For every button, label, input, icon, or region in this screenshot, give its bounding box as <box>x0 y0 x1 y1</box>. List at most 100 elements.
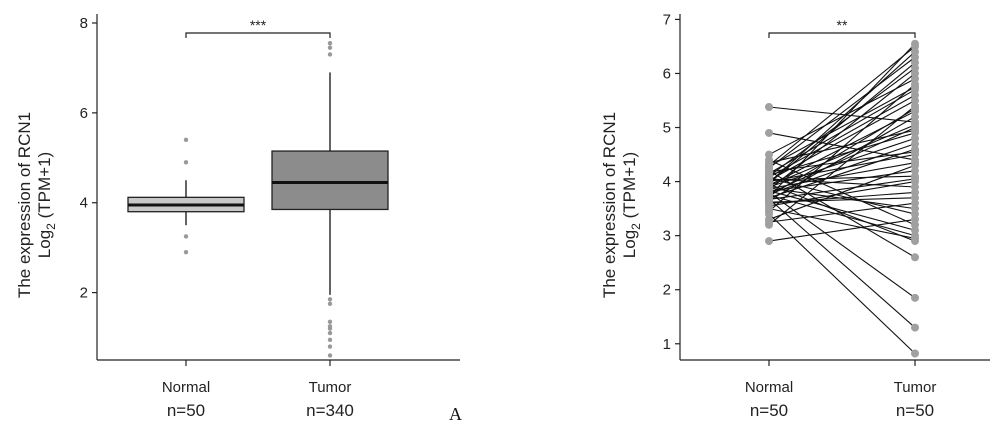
significance-bracket <box>768 32 916 38</box>
paired-line <box>768 198 916 328</box>
figure-panel-label: A <box>449 404 462 424</box>
normal-point <box>765 128 773 137</box>
paired-line <box>768 46 916 166</box>
paired-line <box>768 213 916 354</box>
paired-line <box>768 127 916 194</box>
outlier-point <box>327 344 333 349</box>
x-tick-label: Normal <box>162 379 210 396</box>
paired-line <box>768 129 916 164</box>
y-tick-label: 1 <box>663 336 671 353</box>
sample-count-label: n=50 <box>167 401 205 420</box>
paired-line <box>768 154 916 183</box>
outlier-point <box>183 137 189 143</box>
outlier-point <box>327 337 333 342</box>
tumor-point <box>911 112 919 121</box>
box-tumor <box>271 150 389 211</box>
paired-line <box>768 56 916 169</box>
tumor-point <box>911 323 919 332</box>
y-axis-label-unit: (TPM+1) <box>35 152 54 223</box>
paired-line <box>768 83 916 212</box>
outlier-point <box>183 234 189 239</box>
x-tick-label: Tumor <box>894 379 937 396</box>
y-axis-label-subscript: 2 <box>44 223 58 230</box>
y-axis-label-log: Log <box>35 230 54 258</box>
paired-line <box>768 178 916 200</box>
normal-point <box>765 158 773 167</box>
paired-line <box>768 100 916 181</box>
tumor-point <box>911 39 919 48</box>
y-axis-label-line1: The expression of RCN1 <box>600 112 619 298</box>
significance-bracket <box>185 32 331 38</box>
tumor-point <box>911 158 919 167</box>
outlier-point <box>327 52 333 57</box>
normal-point <box>765 102 773 111</box>
y-tick-label: 4 <box>80 195 88 212</box>
paired-line <box>768 175 916 181</box>
y-tick-label: 7 <box>663 11 671 28</box>
y-axis-label-unit: (TPM+1) <box>620 152 639 223</box>
outlier-point <box>327 353 333 358</box>
tumor-point <box>911 147 919 156</box>
y-tick-label: 3 <box>663 228 671 245</box>
paired-line <box>768 162 916 190</box>
sample-count-label: n=50 <box>896 401 934 420</box>
x-tick-label: Tumor <box>309 379 352 396</box>
paired-line <box>768 67 916 177</box>
y-axis-label-line1: The expression of RCN1 <box>15 112 34 298</box>
y-tick-label: 2 <box>80 285 88 302</box>
outlier-point <box>327 41 333 46</box>
outlier-point <box>327 45 333 50</box>
tumor-point <box>911 226 919 235</box>
y-axis-label-line2: Log2 (TPM+1) <box>35 152 58 258</box>
paired-line <box>768 62 916 184</box>
paired-line <box>768 105 916 226</box>
paired-line <box>768 43 916 198</box>
y-tick-label: 2 <box>663 282 671 299</box>
tumor-point <box>911 91 919 100</box>
normal-point <box>765 198 773 207</box>
paired-line <box>768 197 916 203</box>
y-tick-label: 4 <box>663 174 671 191</box>
tumor-point <box>911 349 919 358</box>
significance-label: ** <box>837 17 848 33</box>
paired-line <box>768 202 916 223</box>
paired-line <box>768 106 916 123</box>
tumor-point <box>911 82 919 91</box>
tumor-point <box>911 174 919 183</box>
outlier-point <box>183 160 189 165</box>
tumor-point <box>911 47 919 56</box>
tumor-point <box>911 69 919 78</box>
tumor-point <box>911 293 919 302</box>
normal-point <box>765 237 773 246</box>
paired-line <box>768 73 916 191</box>
significance-label: *** <box>250 17 267 33</box>
outlier-point <box>183 249 189 255</box>
normal-point <box>765 220 773 229</box>
tumor-point <box>911 58 919 67</box>
paired-line <box>768 143 916 195</box>
outlier-point <box>327 297 333 302</box>
sample-count-label: n=50 <box>750 401 788 420</box>
tumor-point <box>911 126 919 135</box>
paired-line <box>768 218 916 242</box>
y-axis-label-line2: Log2 (TPM+1) <box>620 152 643 258</box>
x-tick-label: Normal <box>745 379 793 396</box>
sample-count-label: n=340 <box>306 401 354 420</box>
paired-line <box>768 151 916 173</box>
paired-line <box>768 164 916 220</box>
y-tick-label: 8 <box>80 15 88 32</box>
paired-line <box>768 86 916 167</box>
tumor-point <box>911 193 919 202</box>
tumor-point <box>911 210 919 219</box>
y-axis-label-subscript: 2 <box>629 223 643 230</box>
y-tick-label: 5 <box>663 120 671 137</box>
tumor-point <box>911 139 919 148</box>
tumor-point <box>911 253 919 262</box>
outlier-point <box>327 326 333 331</box>
outlier-point <box>327 319 333 325</box>
y-tick-label: 6 <box>80 105 88 122</box>
y-axis-label-log: Log <box>620 230 639 258</box>
paired-line <box>768 51 916 184</box>
paired-line <box>768 124 916 187</box>
